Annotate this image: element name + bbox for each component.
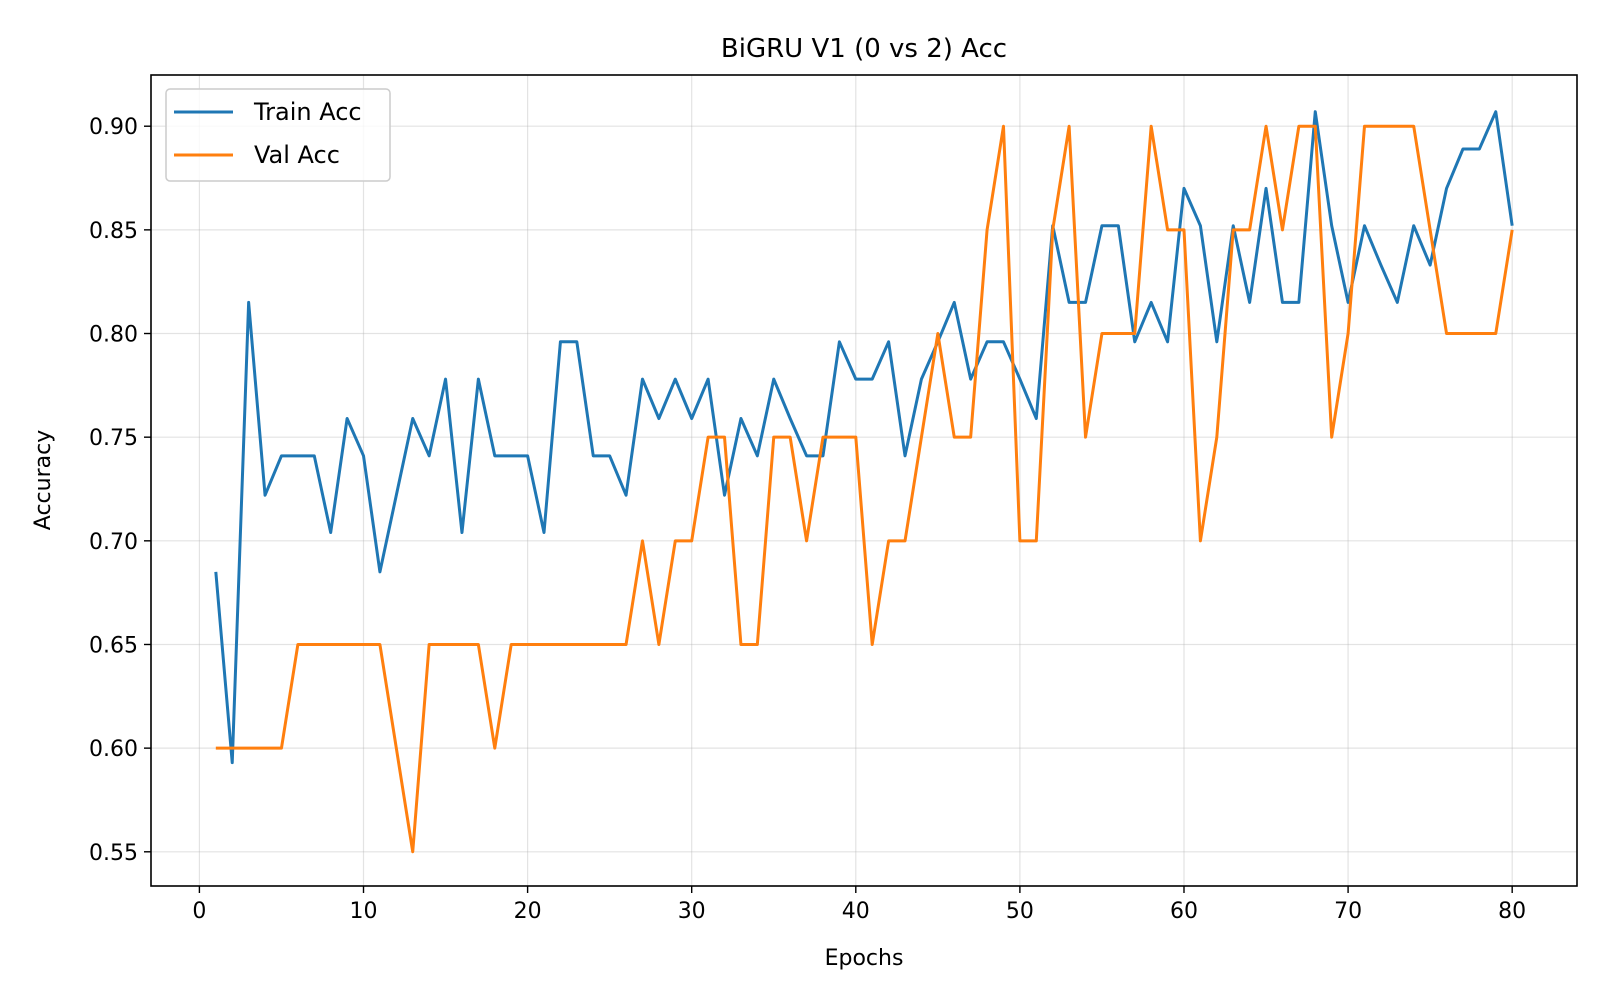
x-tick-label: 30 (678, 899, 706, 924)
y-tick-label: 0.90 (89, 115, 138, 140)
x-tick-label: 50 (1006, 899, 1034, 924)
y-tick-label: 0.80 (89, 323, 138, 348)
y-axis-label: Accuracy (31, 430, 56, 530)
x-axis: 0 10 20 30 40 50 60 70 80 (192, 886, 1526, 924)
x-tick-label: 60 (1170, 899, 1198, 924)
x-tick-label: 10 (350, 899, 378, 924)
x-tick-label: 20 (514, 899, 542, 924)
x-tick-label: 70 (1334, 899, 1362, 924)
x-tick-label: 80 (1498, 899, 1526, 924)
x-tick-label: 0 (192, 899, 206, 924)
y-tick-label: 0.55 (89, 841, 138, 866)
y-tick-label: 0.85 (89, 219, 138, 244)
x-axis-label: Epochs (825, 946, 904, 971)
legend-label-1: Train Acc (253, 98, 362, 126)
y-axis: 0.55 0.60 0.65 0.70 0.75 0.80 0.85 0.90 (89, 115, 151, 866)
y-tick-label: 0.65 (89, 633, 138, 658)
series-lines (214, 110, 1514, 854)
series-line-1 (214, 110, 1514, 765)
legend: Train Acc Val Acc (165, 88, 391, 182)
y-tick-label: 0.70 (89, 530, 138, 555)
legend-label-2: Val Acc (254, 141, 340, 169)
y-tick-label: 0.75 (89, 426, 138, 451)
grid (151, 75, 1577, 886)
plot-frame (150, 74, 1578, 887)
chart-title: BiGRU V1 (0 vs 2) Acc (721, 34, 1007, 64)
series-line-2 (215, 124, 1514, 854)
y-tick-label: 0.60 (89, 737, 138, 762)
x-tick-label: 40 (842, 899, 870, 924)
